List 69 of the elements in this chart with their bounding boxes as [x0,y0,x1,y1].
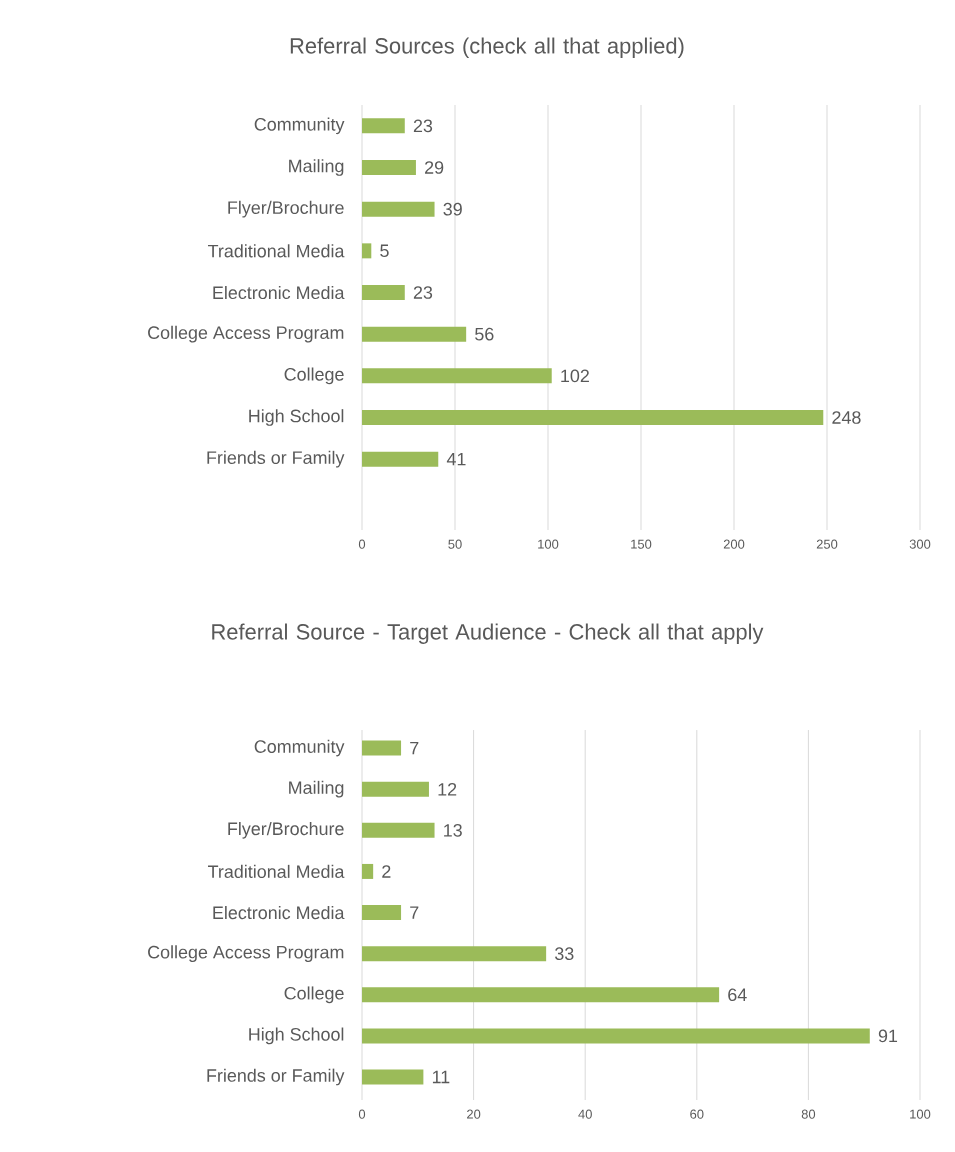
y-tick-label: Electronic Media [213,285,345,300]
data-label: 7 [410,906,419,919]
bar [362,987,720,1003]
x-tick-label: 80 [801,1109,816,1119]
y-tick-label: College Access Program [148,945,344,963]
bar [362,946,547,962]
y-tick-label: Friends or Family [207,450,345,468]
bar [362,285,405,301]
data-label: 41 [446,453,466,466]
data-label: 64 [728,988,747,1002]
x-tick-label: 20 [467,1109,481,1119]
bar [362,451,439,467]
data-label: 248 [832,411,861,424]
data-label: 29 [425,161,444,174]
data-label: 33 [555,947,574,961]
x-tick-label: 60 [690,1109,704,1119]
y-tick-label: Flyer/Brochure [228,821,344,839]
bar [362,781,429,797]
x-tick-label: 300 [909,539,931,549]
bar [362,740,402,756]
y-tick-label: Traditional Media [208,244,345,258]
x-tick-label: 50 [448,539,462,549]
data-label: 5 [380,244,389,258]
y-tick-label: Traditional Media [208,864,345,879]
data-label: 39 [443,202,462,216]
x-tick-label: 0 [358,1109,366,1119]
x-tick-label: 250 [816,539,838,549]
y-tick-label: Community [254,739,345,757]
data-label: 23 [413,119,433,133]
y-tick-label: Electronic Media [213,905,345,920]
bar [362,243,372,259]
y-tick-label: High School [249,1027,344,1045]
data-label: 91 [878,1029,898,1043]
x-tick-label: 150 [631,539,652,549]
y-tick-label: Community [254,117,345,135]
x-tick-label: 200 [723,539,745,549]
y-tick-label: Mailing [289,780,344,798]
data-label: 2 [382,865,391,878]
bar [362,1028,870,1044]
y-tick-label: Mailing [289,159,344,176]
data-label: 12 [438,782,457,796]
bar [362,326,467,342]
data-label: 13 [444,823,462,837]
x-tick-label: 100 [538,539,559,549]
bar [362,201,435,217]
bar [362,905,402,921]
data-label: 23 [413,286,433,299]
bar [362,822,435,838]
data-label: 56 [475,327,494,341]
chart-title: Referral Source - Target Audience - Check all that apply [212,623,764,644]
bar [362,410,824,426]
y-tick-label: College [284,367,344,385]
y-tick-label: Friends or Family [207,1068,345,1086]
x-tick-label: 40 [578,1109,592,1119]
bar [362,160,416,176]
y-tick-label: College [284,986,344,1004]
y-tick-label: Flyer/Brochure [228,200,344,218]
x-tick-label: 100 [910,1109,931,1119]
data-label: 11 [432,1070,450,1084]
y-tick-label: High School [249,409,344,426]
y-tick-label: College Access Program [148,325,344,343]
x-tick-label: 0 [358,539,366,549]
chart-title: Referral Sources (check all that applied) [290,37,684,58]
bar [362,1069,424,1085]
data-label: 7 [410,741,419,755]
data-label: 102 [561,369,589,383]
bar [362,368,552,384]
bar [362,863,374,879]
bar [362,118,405,134]
